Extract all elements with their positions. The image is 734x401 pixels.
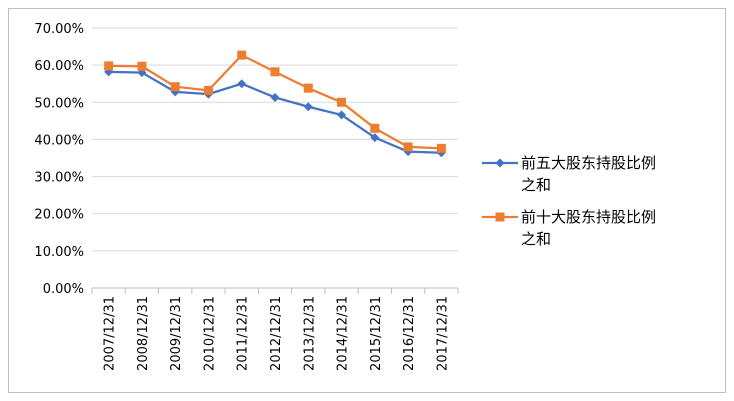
series-line-1	[108, 70, 442, 154]
data-point-square	[104, 61, 114, 71]
data-point-square	[170, 82, 180, 92]
x-tick-label: 2014/12/31	[336, 296, 351, 371]
x-tick-label: 2016/12/31	[402, 296, 417, 371]
y-tick-label: 30.00%	[34, 171, 84, 186]
y-tick-label: 70.00%	[34, 22, 84, 37]
data-point-diamond	[337, 110, 347, 120]
data-point-square	[403, 142, 413, 152]
x-tick-label: 2012/12/31	[269, 296, 284, 371]
x-tick-label: 2008/12/31	[136, 296, 151, 371]
legend-label: 前五大股东持股比例	[521, 154, 656, 172]
data-point-square	[237, 50, 247, 60]
data-point-diamond	[237, 79, 247, 89]
series-group	[104, 50, 446, 158]
x-tick-label: 2015/12/31	[369, 296, 384, 371]
data-point-square	[303, 83, 313, 93]
x-tick-label: 2013/12/31	[302, 296, 317, 371]
legend-marker-square	[495, 212, 505, 222]
legend-label: 之和	[521, 176, 551, 194]
data-point-square	[370, 123, 380, 133]
data-point-square	[337, 97, 347, 107]
data-point-diamond	[370, 133, 380, 143]
data-point-diamond	[270, 92, 280, 102]
x-axis: 2007/12/31 2008/12/31 2009/12/31 2010/12/31…	[91, 287, 459, 371]
data-point-square	[203, 85, 213, 95]
x-tick-label: 2007/12/31	[103, 296, 118, 371]
x-tick-label: 2010/12/31	[202, 296, 217, 371]
y-tick-label: 40.00%	[34, 133, 84, 148]
data-point-diamond	[303, 102, 313, 112]
x-tick-label: 2011/12/31	[236, 296, 251, 371]
data-point-square	[436, 143, 446, 153]
y-tick-label: 20.00%	[34, 208, 84, 223]
y-tick-label: 10.00%	[34, 245, 84, 260]
chart-frame	[8, 8, 726, 393]
gridlines	[92, 27, 458, 252]
legend-label: 前十大股东持股比例	[521, 208, 656, 226]
x-tick-label: 2009/12/31	[169, 296, 184, 371]
y-tick-label: 0.00%	[43, 282, 84, 297]
y-tick-label: 60.00%	[34, 59, 84, 74]
legend-marker-diamond	[495, 158, 505, 168]
data-point-square	[270, 67, 280, 77]
legend-label: 之和	[521, 230, 551, 248]
x-tick-label: 2017/12/31	[435, 296, 450, 371]
data-point-square	[137, 61, 147, 71]
y-axis-tick-labels: 0.00% 10.00% 20.00% 30.00% 40.00% 50.00% 60.00…	[34, 22, 84, 297]
y-tick-label: 50.00%	[34, 96, 84, 111]
